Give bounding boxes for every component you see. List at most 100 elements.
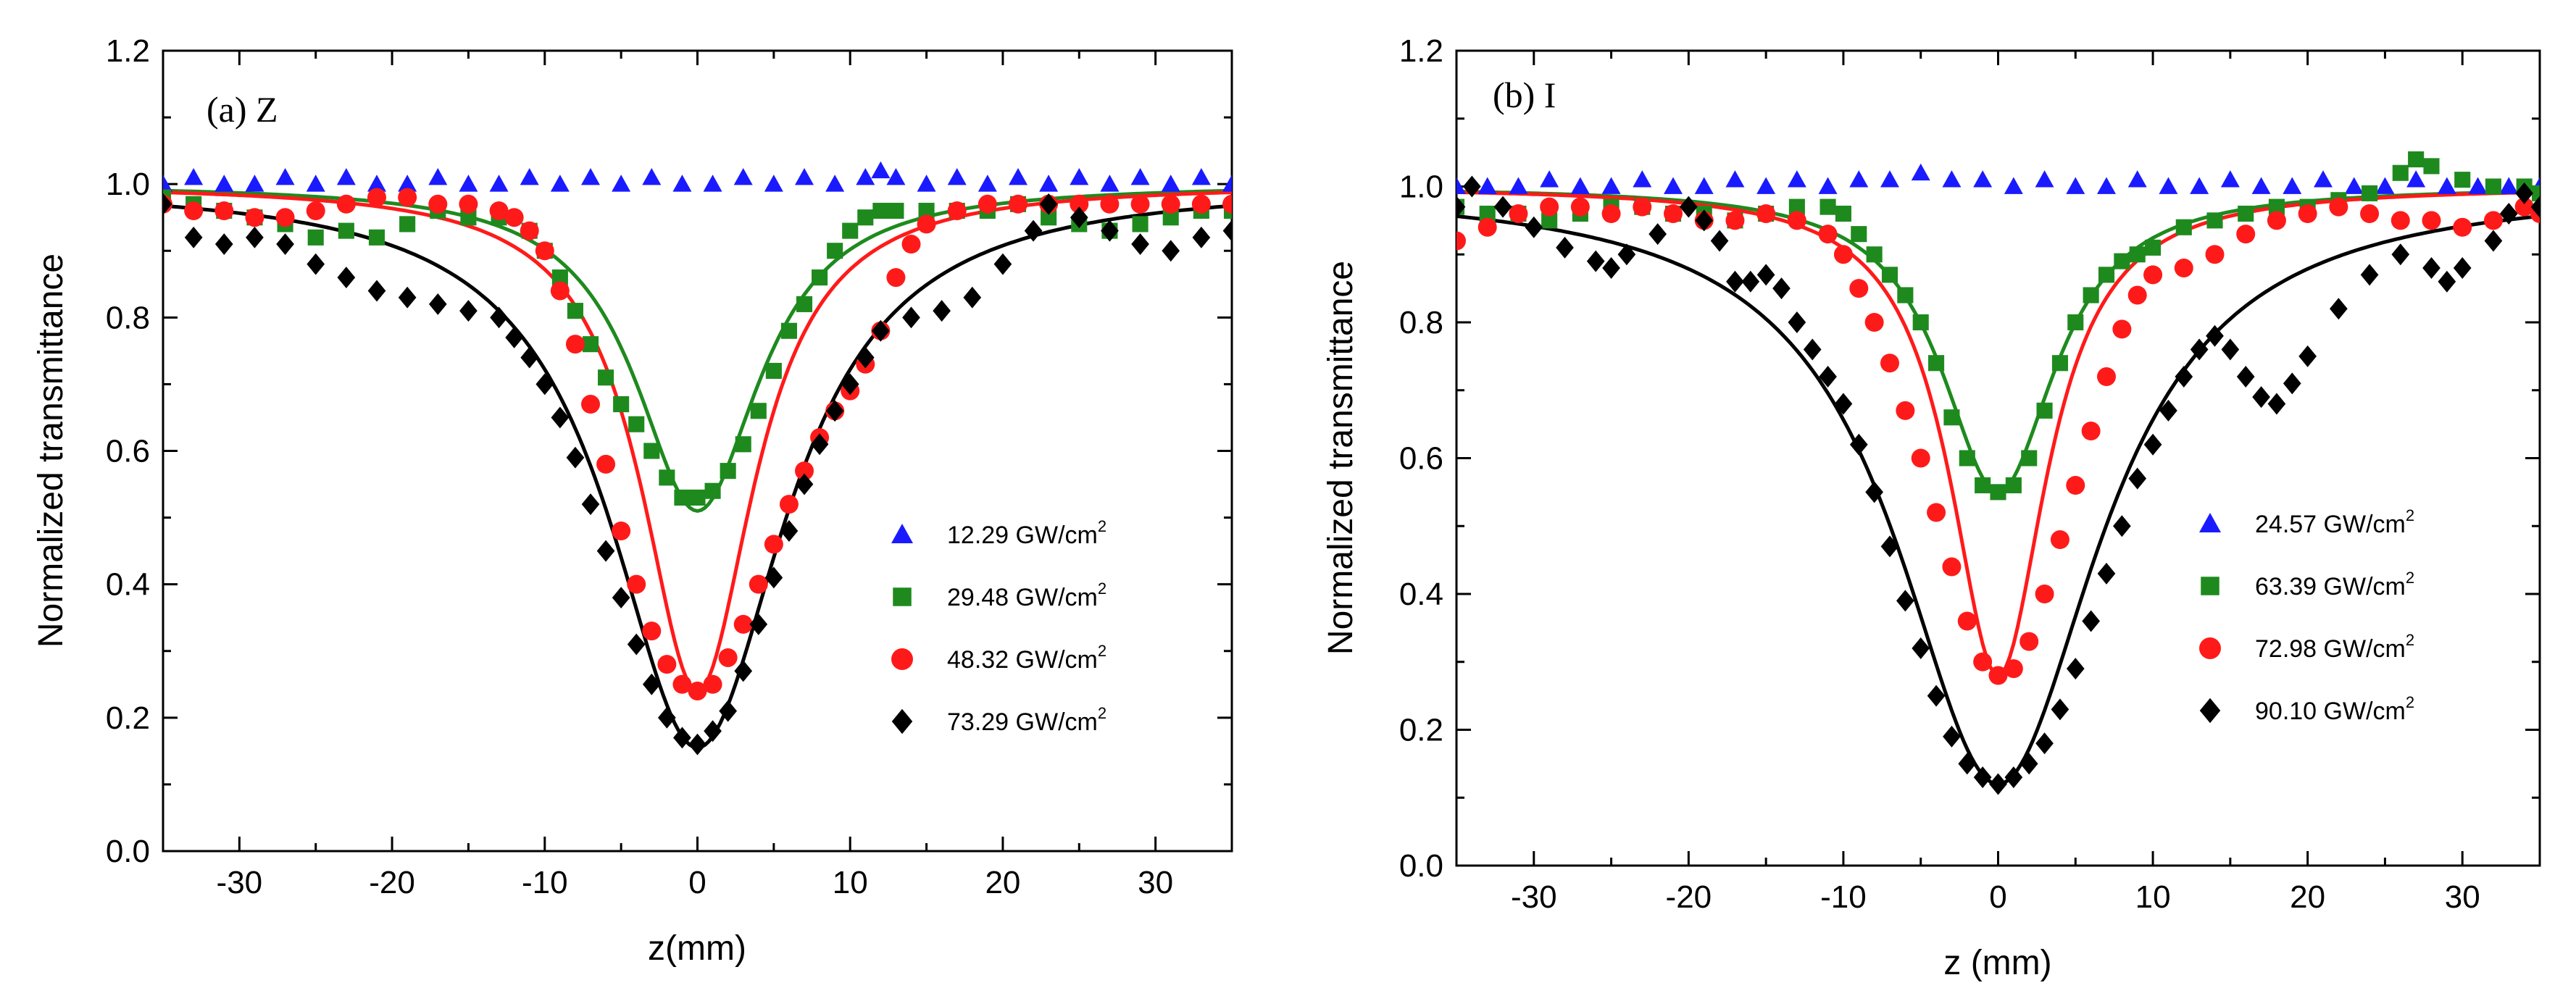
legend-marker-series-1 <box>893 587 912 606</box>
data-point-series-3 <box>749 613 768 635</box>
data-point-series-1 <box>2408 151 2425 168</box>
data-point-series-3 <box>841 373 859 395</box>
data-point-series-1 <box>582 336 599 353</box>
data-point-series-2 <box>504 208 524 227</box>
data-point-series-1 <box>2145 239 2162 256</box>
data-point-series-0 <box>2468 177 2488 194</box>
data-point-series-3 <box>1710 230 1729 252</box>
data-point-series-0 <box>336 167 356 185</box>
legend-marker-series-2 <box>2199 637 2221 659</box>
data-point-series-2 <box>2453 217 2472 237</box>
data-point-series-0 <box>1130 167 1150 185</box>
data-point-series-3 <box>2051 698 2069 721</box>
data-point-series-2 <box>2298 204 2317 223</box>
data-point-series-1 <box>628 416 645 432</box>
data-point-series-1 <box>307 229 324 246</box>
data-point-series-0 <box>1756 177 1776 194</box>
data-point-series-0 <box>2499 177 2519 194</box>
data-point-series-2 <box>428 194 448 214</box>
series-layer <box>163 161 1232 755</box>
chart-panel-a: (a) Z z(mm) Normalized transmittance -30… <box>32 33 1233 968</box>
data-point-series-3 <box>2391 243 2410 266</box>
data-point-series-0 <box>520 167 539 185</box>
data-point-series-0 <box>917 175 936 192</box>
data-point-series-3 <box>490 306 508 329</box>
legend-label-superscript: 2 <box>1098 642 1106 660</box>
data-point-series-1 <box>1866 246 1883 263</box>
data-point-series-1 <box>1897 287 1914 303</box>
data-point-series-2 <box>2483 211 2503 230</box>
data-point-series-1 <box>2036 402 2053 419</box>
data-point-series-3 <box>459 300 478 322</box>
data-point-series-1 <box>2206 212 2223 229</box>
data-point-series-2 <box>718 648 738 667</box>
legend-label-text: 63.39 GW/cm <box>2255 573 2406 600</box>
data-point-series-2 <box>1896 401 1915 420</box>
legend-label-text: 73.29 GW/cm <box>947 708 1098 736</box>
data-point-series-2 <box>2205 245 2225 264</box>
series-3-points <box>1456 175 2540 795</box>
data-point-series-1 <box>551 269 568 286</box>
x-tick-label: 10 <box>833 865 868 900</box>
data-point-series-3 <box>642 673 661 695</box>
data-point-series-2 <box>1222 194 1232 214</box>
data-point-series-3 <box>2515 182 2533 204</box>
data-point-series-3 <box>2267 393 2286 415</box>
data-point-series-0 <box>2127 170 2147 188</box>
data-point-series-3 <box>719 700 737 722</box>
data-point-series-2 <box>1161 194 1180 214</box>
data-point-series-2 <box>795 461 814 481</box>
data-point-series-3 <box>1101 219 1119 242</box>
data-point-series-0 <box>489 175 509 192</box>
panel-b-plot-area: -30 -20 -10 0 10 20 30 0.0 0.2 0.4 0.6 0.8 1.0 1.2 24.… <box>1399 33 2541 915</box>
data-point-series-3 <box>2113 515 2131 537</box>
data-point-series-2 <box>2514 197 2534 217</box>
data-point-series-3 <box>1788 311 1806 333</box>
data-point-series-2 <box>1540 197 1559 217</box>
data-point-series-3 <box>1880 535 1899 558</box>
series-2-points <box>1456 197 2540 685</box>
data-point-series-3 <box>1819 366 1837 388</box>
data-point-series-2 <box>459 194 478 214</box>
data-point-series-0 <box>1911 163 1930 181</box>
legend-label-series-3: 90.10 GW/cm2 <box>2255 693 2414 725</box>
data-point-series-2 <box>2112 319 2132 339</box>
data-point-series-1 <box>1928 355 1945 372</box>
data-point-series-1 <box>2423 158 2440 175</box>
data-point-series-0 <box>398 175 417 192</box>
data-point-series-1 <box>1881 267 1898 283</box>
data-point-series-3 <box>2019 753 2038 775</box>
data-point-series-3 <box>1070 206 1088 229</box>
data-point-series-0 <box>978 175 997 192</box>
data-point-series-2 <box>565 335 585 354</box>
x-tick-label: 30 <box>1138 865 1173 900</box>
data-point-series-3 <box>1756 264 1775 286</box>
data-point-series-3 <box>1525 216 1543 238</box>
data-point-series-2 <box>245 208 264 227</box>
data-point-series-3 <box>1192 226 1211 248</box>
data-point-series-1 <box>643 443 660 459</box>
data-point-series-2 <box>672 674 692 694</box>
data-point-series-1 <box>2175 219 2192 235</box>
data-point-series-1 <box>842 222 859 239</box>
data-point-series-3 <box>1803 338 1822 361</box>
x-tick-label: -30 <box>1511 879 1557 915</box>
panel-a-x-axis-label: z(mm) <box>648 929 746 968</box>
data-point-series-0 <box>550 175 570 192</box>
data-point-series-0 <box>1509 177 1528 194</box>
x-tick-label: 20 <box>985 865 1020 900</box>
data-point-series-3 <box>2159 399 2177 422</box>
data-point-series-1 <box>338 222 354 239</box>
data-point-series-2 <box>901 235 921 254</box>
data-point-series-0 <box>428 167 448 185</box>
series-0-points <box>163 161 1232 192</box>
data-point-series-2 <box>1849 279 1869 298</box>
x-tick-label: 0 <box>1989 879 2006 915</box>
data-point-series-2 <box>581 395 600 414</box>
legend-label-series-2: 72.98 GW/cm2 <box>2255 631 2414 663</box>
data-point-series-1 <box>2485 178 2501 195</box>
data-point-series-1 <box>2392 164 2409 181</box>
data-point-series-3 <box>1927 685 1946 707</box>
data-point-series-3 <box>1617 243 1636 266</box>
